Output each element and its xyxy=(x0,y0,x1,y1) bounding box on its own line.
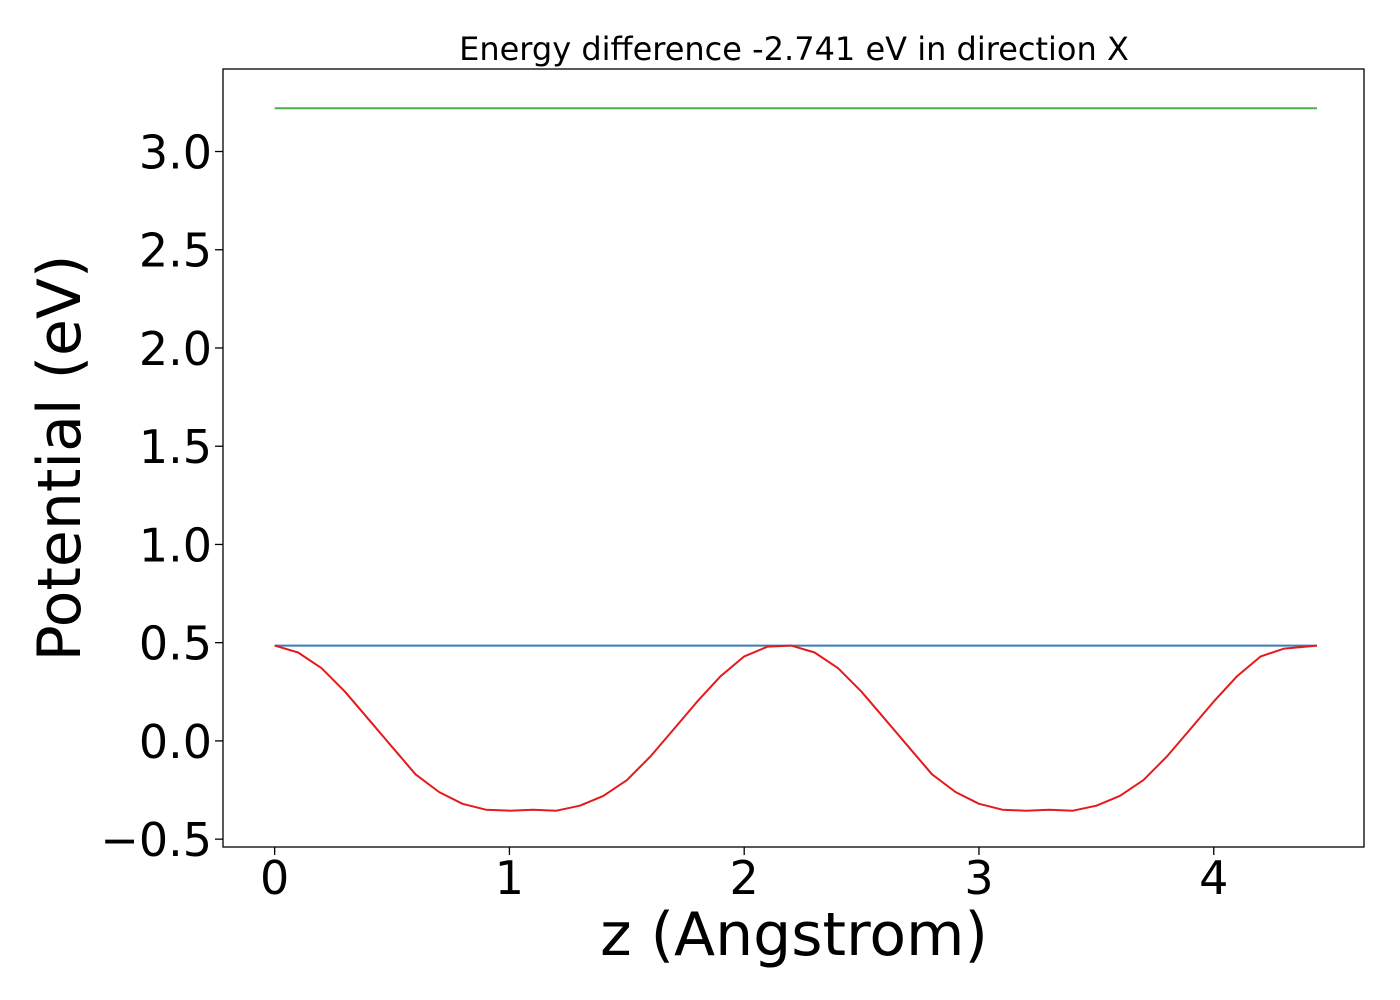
y-tick-label: 0.0 xyxy=(139,715,212,769)
series-layer xyxy=(274,107,1318,812)
x-axis-label: z (Angstrom) xyxy=(600,900,988,970)
x-tick-label: 1 xyxy=(495,851,524,905)
y-tick-label: −0.5 xyxy=(100,813,212,867)
y-tick-label: 3.0 xyxy=(139,126,212,180)
x-tick-label: 3 xyxy=(964,851,993,905)
x-tick-label: 4 xyxy=(1199,851,1228,905)
y-tick-label: 2.0 xyxy=(139,322,212,376)
y-axis: −0.5 0.0 0.5 1.0 1.5 2.0 2.5 3.0 xyxy=(100,126,223,867)
x-axis: 0 1 2 3 4 xyxy=(260,847,1228,905)
y-tick-label: 1.0 xyxy=(139,518,212,572)
y-tick-label: 1.5 xyxy=(139,420,212,474)
y-axis-label: Potential (eV) xyxy=(25,255,95,662)
plot-frame xyxy=(222,68,1365,848)
y-tick-label: 2.5 xyxy=(139,224,212,278)
x-tick-label: 2 xyxy=(730,851,759,905)
series-line-3 xyxy=(274,644,1318,812)
chart-title: Energy difference -2.741 eV in direction… xyxy=(459,30,1129,68)
y-tick-label: 0.5 xyxy=(139,617,212,671)
x-tick-label: 0 xyxy=(260,851,289,905)
